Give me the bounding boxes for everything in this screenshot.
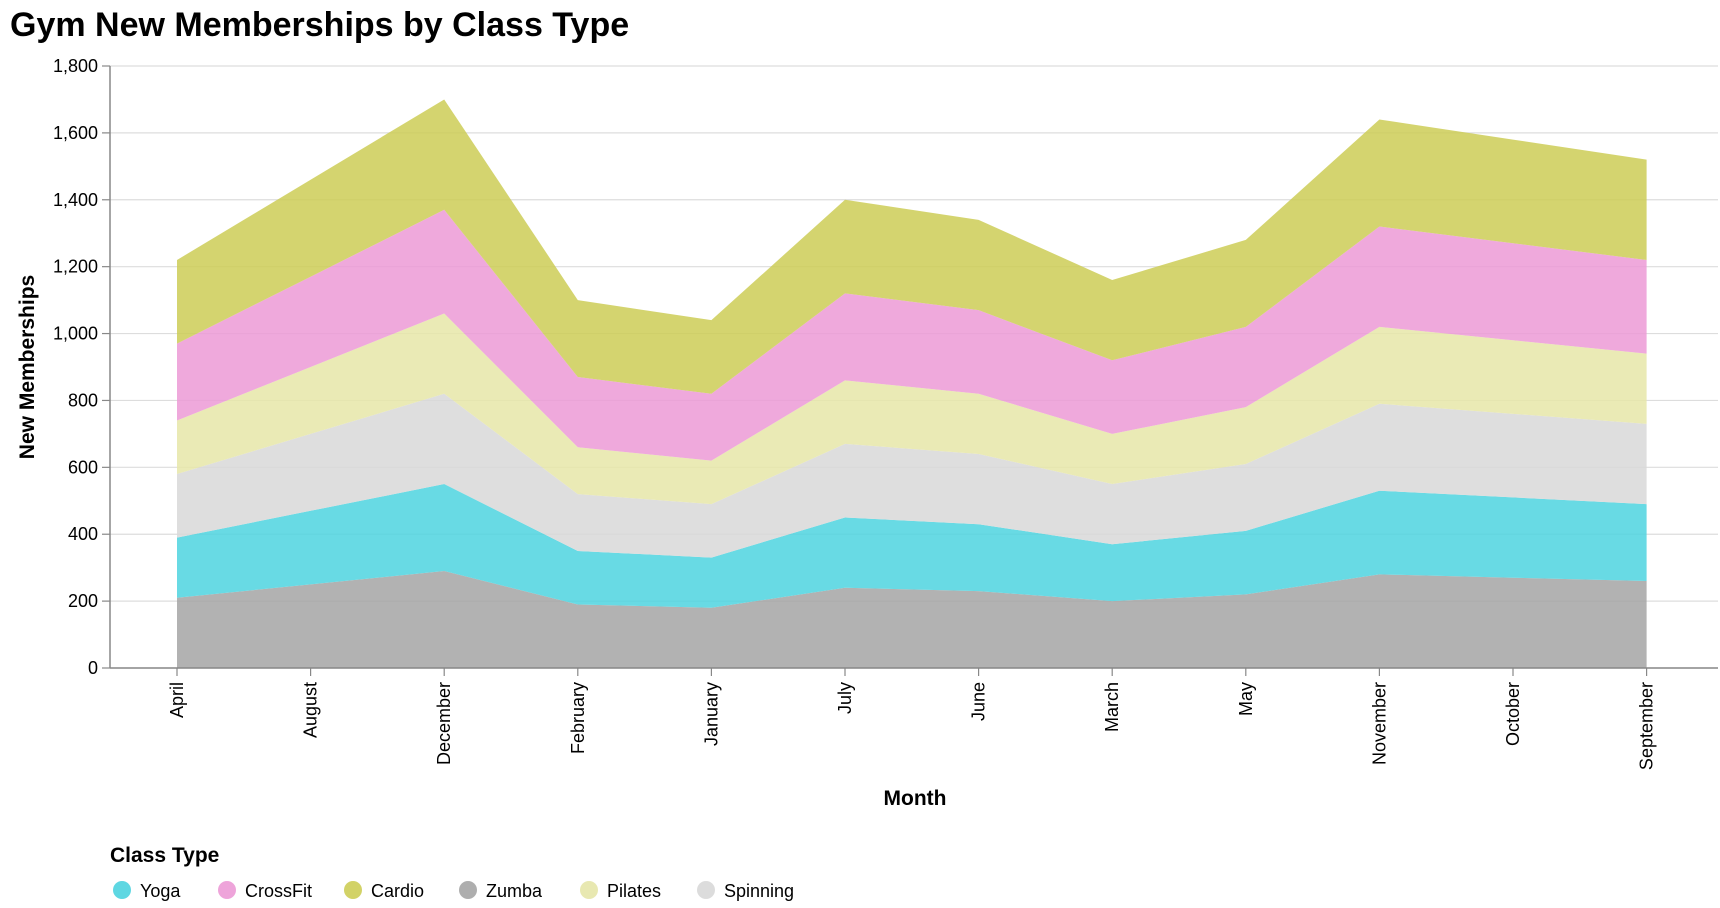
legend-swatch xyxy=(113,881,131,899)
y-axis-title: New Memberships xyxy=(16,275,39,459)
chart-title: Gym New Memberships by Class Type xyxy=(10,6,629,44)
x-tick-label: November xyxy=(1369,682,1389,765)
y-tick-label: 1,600 xyxy=(53,123,98,143)
x-tick-label: July xyxy=(835,682,855,714)
legend-item-yoga: Yoga xyxy=(113,881,181,901)
y-tick-label: 1,400 xyxy=(53,190,98,210)
x-tick-label: June xyxy=(969,682,989,721)
area-zumba xyxy=(177,571,1647,668)
area-spinning xyxy=(177,393,1647,558)
y-tick-label: 1,800 xyxy=(53,56,98,76)
legend-title: Class Type xyxy=(110,844,219,867)
legend-item-crossfit: CrossFit xyxy=(218,881,312,901)
y-tick-label: 200 xyxy=(68,591,98,611)
x-tick-label: August xyxy=(301,682,321,738)
legend-label: Zumba xyxy=(486,881,543,901)
legend-label: Pilates xyxy=(607,881,661,901)
legend-item-spinning: Spinning xyxy=(697,881,794,901)
x-tick-label: December xyxy=(434,682,454,765)
legend-swatch xyxy=(344,881,362,899)
x-tick-label: January xyxy=(701,682,721,746)
legend-swatch xyxy=(459,881,477,899)
x-tick-label: February xyxy=(568,682,588,754)
x-axis-title: Month xyxy=(884,787,947,810)
y-tick-label: 800 xyxy=(68,390,98,410)
legend-label: CrossFit xyxy=(245,881,312,901)
legend-items: Yoga CrossFit Cardio Zumba Pilates Spinning xyxy=(113,881,794,901)
x-axis-ticks: April August December February January July Ju… xyxy=(167,668,1657,770)
legend-item-cardio: Cardio xyxy=(344,881,424,901)
area-yoga xyxy=(177,484,1647,608)
legend-label: Cardio xyxy=(371,881,424,901)
y-tick-label: 1,200 xyxy=(53,257,98,277)
legend-label: Spinning xyxy=(724,881,794,901)
x-tick-label: April xyxy=(167,682,187,718)
legend-swatch xyxy=(697,881,715,899)
area-crossfit xyxy=(177,209,1647,461)
area-series-layer xyxy=(177,99,1647,668)
legend-item-pilates: Pilates xyxy=(580,881,661,901)
y-tick-label: 0 xyxy=(88,658,98,678)
x-tick-label: May xyxy=(1236,682,1256,716)
legend-swatch xyxy=(580,881,598,899)
legend-label: Yoga xyxy=(140,881,181,901)
x-tick-label: October xyxy=(1503,682,1523,746)
x-tick-label: September xyxy=(1637,682,1657,770)
legend-item-zumba: Zumba xyxy=(459,881,543,901)
y-tick-label: 1,000 xyxy=(53,324,98,344)
x-tick-label: March xyxy=(1102,682,1122,732)
legend: Class Type Yoga CrossFit Cardio Zumba Pilate… xyxy=(110,844,794,901)
legend-swatch xyxy=(218,881,236,899)
area-cardio xyxy=(177,99,1647,394)
area-pilates xyxy=(177,313,1647,505)
y-axis-ticks: 0 200 400 600 800 1,000 1,200 1,400 1,600 1,800 xyxy=(53,56,110,678)
axes xyxy=(109,66,1718,669)
y-tick-label: 600 xyxy=(68,457,98,477)
y-tick-label: 400 xyxy=(68,524,98,544)
